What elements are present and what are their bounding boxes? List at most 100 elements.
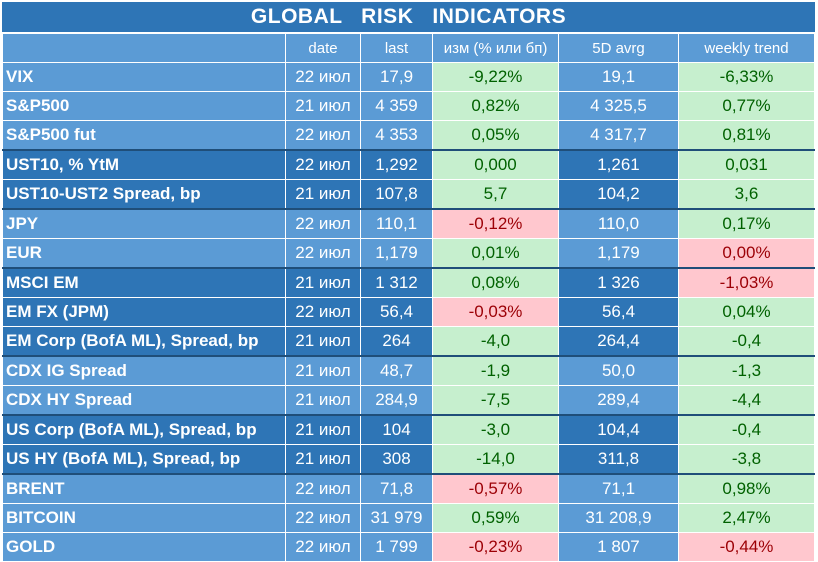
- weekly-trend-cell[interactable]: -1,03%: [678, 267, 815, 298]
- change-cell[interactable]: 5,7: [432, 179, 559, 210]
- last-value-cell[interactable]: 56,4: [360, 297, 433, 327]
- weekly-trend-cell[interactable]: -1,3: [678, 355, 815, 386]
- date-cell[interactable]: 22 июл: [285, 532, 361, 562]
- indicator-name[interactable]: EM Corp (BofA ML), Spread, bp: [2, 326, 286, 357]
- change-cell[interactable]: -14,0: [432, 444, 559, 475]
- weekly-trend-cell[interactable]: 0,98%: [678, 473, 815, 504]
- avg-5d-cell[interactable]: 104,2: [558, 179, 679, 210]
- change-cell[interactable]: 0,59%: [432, 503, 559, 533]
- last-value-cell[interactable]: 71,8: [360, 473, 433, 504]
- avg-5d-cell[interactable]: 110,0: [558, 208, 679, 239]
- header-change[interactable]: изм (% или бп): [432, 33, 559, 63]
- date-cell[interactable]: 21 июл: [285, 179, 361, 210]
- change-cell[interactable]: 0,05%: [432, 120, 559, 151]
- date-cell[interactable]: 22 июл: [285, 238, 361, 269]
- last-value-cell[interactable]: 104: [360, 414, 433, 445]
- date-cell[interactable]: 22 июл: [285, 297, 361, 327]
- change-cell[interactable]: 0,01%: [432, 238, 559, 269]
- avg-5d-cell[interactable]: 4 317,7: [558, 120, 679, 151]
- avg-5d-cell[interactable]: 1,261: [558, 149, 679, 180]
- indicator-name[interactable]: CDX IG Spread: [2, 355, 286, 386]
- avg-5d-cell[interactable]: 4 325,5: [558, 91, 679, 121]
- indicator-name[interactable]: VIX: [2, 62, 286, 92]
- change-cell[interactable]: -1,9: [432, 355, 559, 386]
- indicator-name[interactable]: JPY: [2, 208, 286, 239]
- date-cell[interactable]: 21 июл: [285, 385, 361, 416]
- change-cell[interactable]: -0,03%: [432, 297, 559, 327]
- avg-5d-cell[interactable]: 289,4: [558, 385, 679, 416]
- avg-5d-cell[interactable]: 1,179: [558, 238, 679, 269]
- last-value-cell[interactable]: 4 353: [360, 120, 433, 151]
- header-last[interactable]: last: [360, 33, 433, 63]
- weekly-trend-cell[interactable]: 0,031: [678, 149, 815, 180]
- last-value-cell[interactable]: 1 799: [360, 532, 433, 562]
- avg-5d-cell[interactable]: 311,8: [558, 444, 679, 475]
- avg-5d-cell[interactable]: 50,0: [558, 355, 679, 386]
- last-value-cell[interactable]: 284,9: [360, 385, 433, 416]
- avg-5d-cell[interactable]: 1 326: [558, 267, 679, 298]
- indicator-name[interactable]: EM FX (JPM): [2, 297, 286, 327]
- date-cell[interactable]: 21 июл: [285, 414, 361, 445]
- change-cell[interactable]: -0,57%: [432, 473, 559, 504]
- weekly-trend-cell[interactable]: -6,33%: [678, 62, 815, 92]
- avg-5d-cell[interactable]: 264,4: [558, 326, 679, 357]
- last-value-cell[interactable]: 107,8: [360, 179, 433, 210]
- indicator-name[interactable]: GOLD: [2, 532, 286, 562]
- indicator-name[interactable]: S&P500: [2, 91, 286, 121]
- date-cell[interactable]: 22 июл: [285, 120, 361, 151]
- indicator-name[interactable]: UST10, % YtM: [2, 149, 286, 180]
- last-value-cell[interactable]: 1,292: [360, 149, 433, 180]
- last-value-cell[interactable]: 48,7: [360, 355, 433, 386]
- last-value-cell[interactable]: 31 979: [360, 503, 433, 533]
- change-cell[interactable]: -7,5: [432, 385, 559, 416]
- last-value-cell[interactable]: 308: [360, 444, 433, 475]
- weekly-trend-cell[interactable]: 3,6: [678, 179, 815, 210]
- weekly-trend-cell[interactable]: 2,47%: [678, 503, 815, 533]
- change-cell[interactable]: 0,82%: [432, 91, 559, 121]
- indicator-name[interactable]: US HY (BofA ML), Spread, bp: [2, 444, 286, 475]
- change-cell[interactable]: -0,23%: [432, 532, 559, 562]
- change-cell[interactable]: -9,22%: [432, 62, 559, 92]
- weekly-trend-cell[interactable]: -3,8: [678, 444, 815, 475]
- last-value-cell[interactable]: 1 312: [360, 267, 433, 298]
- change-cell[interactable]: -0,12%: [432, 208, 559, 239]
- header-weekly-trend[interactable]: weekly trend: [678, 33, 815, 63]
- weekly-trend-cell[interactable]: -0,4: [678, 414, 815, 445]
- header-name[interactable]: [2, 33, 286, 63]
- weekly-trend-cell[interactable]: 0,17%: [678, 208, 815, 239]
- indicator-name[interactable]: EUR: [2, 238, 286, 269]
- indicator-name[interactable]: S&P500 fut: [2, 120, 286, 151]
- weekly-trend-cell[interactable]: 0,04%: [678, 297, 815, 327]
- change-cell[interactable]: 0,08%: [432, 267, 559, 298]
- indicator-name[interactable]: UST10-UST2 Spread, bp: [2, 179, 286, 210]
- date-cell[interactable]: 21 июл: [285, 444, 361, 475]
- date-cell[interactable]: 22 июл: [285, 208, 361, 239]
- weekly-trend-cell[interactable]: -0,44%: [678, 532, 815, 562]
- date-cell[interactable]: 21 июл: [285, 326, 361, 357]
- date-cell[interactable]: 21 июл: [285, 267, 361, 298]
- indicator-name[interactable]: BRENT: [2, 473, 286, 504]
- weekly-trend-cell[interactable]: 0,77%: [678, 91, 815, 121]
- header-date[interactable]: date: [285, 33, 361, 63]
- change-cell[interactable]: 0,000: [432, 149, 559, 180]
- last-value-cell[interactable]: 110,1: [360, 208, 433, 239]
- last-value-cell[interactable]: 264: [360, 326, 433, 357]
- weekly-trend-cell[interactable]: 0,00%: [678, 238, 815, 269]
- date-cell[interactable]: 22 июл: [285, 62, 361, 92]
- date-cell[interactable]: 21 июл: [285, 91, 361, 121]
- avg-5d-cell[interactable]: 1 807: [558, 532, 679, 562]
- date-cell[interactable]: 22 июл: [285, 473, 361, 504]
- weekly-trend-cell[interactable]: -4,4: [678, 385, 815, 416]
- avg-5d-cell[interactable]: 31 208,9: [558, 503, 679, 533]
- indicator-name[interactable]: US Corp (BofA ML), Spread, bp: [2, 414, 286, 445]
- weekly-trend-cell[interactable]: -0,4: [678, 326, 815, 357]
- weekly-trend-cell[interactable]: 0,81%: [678, 120, 815, 151]
- avg-5d-cell[interactable]: 71,1: [558, 473, 679, 504]
- last-value-cell[interactable]: 17,9: [360, 62, 433, 92]
- avg-5d-cell[interactable]: 104,4: [558, 414, 679, 445]
- change-cell[interactable]: -3,0: [432, 414, 559, 445]
- last-value-cell[interactable]: 4 359: [360, 91, 433, 121]
- date-cell[interactable]: 22 июл: [285, 149, 361, 180]
- indicator-name[interactable]: CDX HY Spread: [2, 385, 286, 416]
- change-cell[interactable]: -4,0: [432, 326, 559, 357]
